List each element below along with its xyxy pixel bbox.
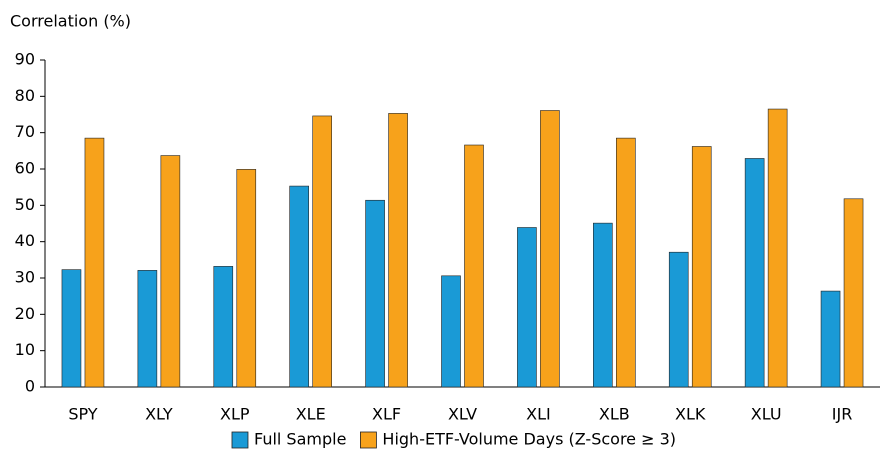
y-tick-label: 70: [15, 122, 35, 141]
y-tick-label: 80: [15, 86, 35, 105]
x-tick-label: IJR: [832, 405, 853, 424]
bar: [312, 115, 332, 388]
bar: [236, 169, 257, 388]
bar: [616, 137, 636, 388]
bar: [388, 113, 408, 388]
x-tick-label: XLY: [145, 405, 173, 424]
bar: [540, 110, 560, 388]
bar: [517, 227, 537, 388]
bar: [843, 198, 864, 388]
x-tick-label: SPY: [68, 405, 97, 424]
bar: [160, 155, 181, 388]
bar: [820, 290, 841, 388]
y-tick-label: 90: [15, 50, 35, 69]
bar: [767, 108, 788, 388]
x-tick-label: XLK: [675, 405, 706, 424]
legend-label: High-ETF-Volume Days (Z-Score ≥ 3): [382, 430, 676, 449]
bar: [593, 222, 613, 388]
y-tick-label: 30: [15, 268, 35, 287]
bar: [137, 270, 158, 388]
bar: [61, 269, 82, 388]
x-tick-label: XLI: [526, 405, 551, 424]
y-tick-label: 20: [15, 304, 35, 323]
x-tick-label: XLE: [296, 405, 326, 424]
legend-label: Full Sample: [254, 430, 346, 449]
y-tick-label: 0: [25, 377, 35, 396]
legend-swatch: [231, 431, 249, 449]
bar: [441, 275, 461, 388]
bar: [464, 144, 484, 388]
x-tick-label: XLB: [599, 405, 630, 424]
bar: [365, 199, 385, 388]
bar: [691, 146, 712, 388]
x-tick-label: XLF: [372, 405, 401, 424]
x-tick-label: XLV: [448, 405, 477, 424]
y-axis-label: Correlation (%): [10, 12, 131, 31]
legend-swatch: [360, 431, 377, 449]
bar: [213, 266, 234, 388]
y-tick-label: 10: [15, 340, 35, 359]
bar: [668, 251, 689, 388]
y-tick-label: 50: [15, 195, 35, 214]
bar: [289, 185, 309, 388]
y-tick-label: 40: [15, 231, 35, 250]
y-tick-label: 60: [15, 159, 35, 178]
bar: [744, 158, 765, 388]
x-tick-label: XLP: [220, 405, 250, 424]
bar: [84, 137, 105, 388]
x-tick-label: XLU: [751, 405, 782, 424]
